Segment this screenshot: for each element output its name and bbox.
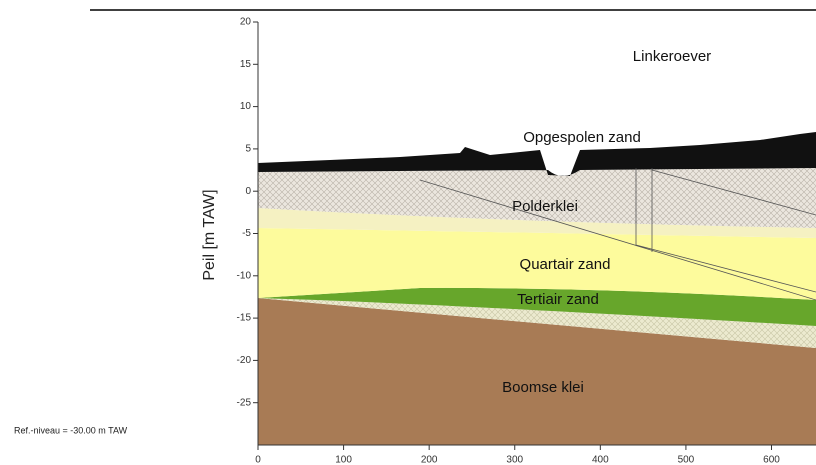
layer-label: Boomse klei <box>502 379 584 396</box>
x-tick-label: 200 <box>421 455 438 465</box>
y-tick-label: -5 <box>242 228 251 239</box>
x-tick-label: 500 <box>678 455 695 465</box>
layer-label: Quartair zand <box>520 256 611 273</box>
layer-label: Tertiair zand <box>517 291 599 308</box>
y-tick-label: 10 <box>240 101 252 112</box>
layer-label: Polderklei <box>512 198 578 215</box>
reference-note: Ref.-niveau = -30.00 m TAW <box>14 425 128 435</box>
x-tick-label: 100 <box>335 455 352 465</box>
x-tick-label: 400 <box>592 455 609 465</box>
y-tick-label: 0 <box>245 186 251 197</box>
y-axis-label: Peil [m TAW] <box>201 189 218 280</box>
y-tick-label: 20 <box>240 17 252 28</box>
x-tick-label: 600 <box>763 455 780 465</box>
layer-label: Opgespolen zand <box>523 129 641 146</box>
y-tick-label: 5 <box>245 144 251 155</box>
layers <box>258 132 816 445</box>
y-tick-label: -10 <box>237 270 252 281</box>
x-tick-label: 300 <box>506 455 523 465</box>
y-tick-label: -20 <box>237 355 252 366</box>
y-tick-label: 15 <box>240 59 252 70</box>
x-tick-label: 0 <box>255 455 261 465</box>
y-tick-label: -25 <box>237 397 252 408</box>
chart-title: Linkeroever <box>633 48 711 65</box>
y-tick-label: -15 <box>237 313 252 324</box>
chart: Linkeroever Opgespolen zand Polderklei Q… <box>0 0 816 465</box>
